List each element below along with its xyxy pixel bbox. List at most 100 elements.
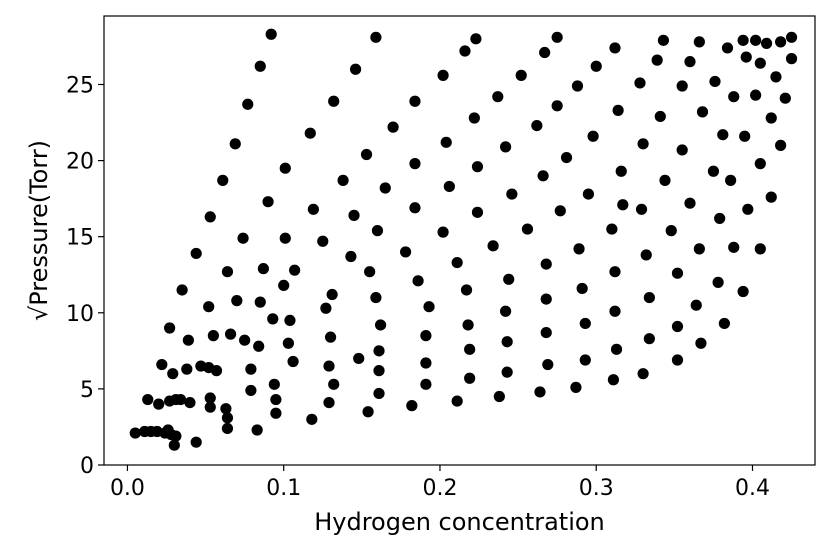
data-point: [257, 263, 269, 275]
data-point: [210, 365, 223, 377]
data-point: [684, 197, 696, 209]
data-point: [610, 343, 623, 355]
data-point: [693, 36, 705, 48]
data-point: [267, 313, 279, 325]
data-point: [612, 104, 624, 116]
x-axis-ticks: 0.0 0.1 0.2 0.3 0.4: [110, 465, 770, 501]
data-point: [409, 202, 421, 214]
data-point: [328, 378, 340, 390]
data-point: [437, 226, 449, 238]
data-point: [317, 235, 329, 247]
data-point: [270, 407, 282, 419]
data-point: [540, 258, 552, 270]
data-point: [270, 393, 282, 406]
data-point: [464, 372, 476, 384]
data-point: [129, 427, 141, 439]
data-point: [571, 80, 584, 92]
data-point: [696, 106, 709, 118]
data-point: [451, 395, 463, 407]
data-point: [754, 158, 766, 170]
data-point: [582, 188, 595, 200]
data-point: [760, 37, 773, 50]
data-point: [237, 232, 249, 244]
x-tick-label: 0.2: [422, 476, 457, 501]
data-point: [676, 144, 688, 156]
data-point: [531, 119, 543, 132]
data-point: [412, 275, 424, 287]
data-point: [737, 285, 749, 298]
data-point: [728, 91, 740, 103]
data-point: [740, 51, 752, 63]
data-point: [725, 174, 737, 186]
plot-frame: [103, 15, 816, 466]
data-point: [204, 211, 216, 223]
data-point: [540, 326, 552, 339]
data-point: [607, 374, 620, 386]
data-point: [460, 284, 473, 296]
data-point: [542, 358, 554, 371]
data-point: [207, 330, 219, 342]
data-point: [320, 302, 332, 314]
data-point: [374, 319, 387, 331]
data-point: [221, 412, 234, 424]
data-point: [406, 400, 418, 412]
data-point: [278, 279, 290, 291]
data-point: [279, 232, 291, 244]
data-point: [254, 296, 266, 308]
data-point: [471, 206, 484, 218]
data-point: [221, 422, 234, 435]
data-point: [471, 161, 484, 173]
data-point: [651, 54, 663, 66]
data-point: [443, 180, 455, 193]
data-point: [609, 305, 621, 317]
data-point: [221, 266, 234, 278]
data-point: [306, 413, 318, 425]
data-point: [671, 354, 684, 366]
data-point: [423, 301, 435, 313]
data-point: [345, 250, 357, 263]
data-point: [470, 33, 482, 45]
data-point: [785, 31, 798, 43]
data-point: [534, 386, 546, 398]
data-point: [770, 71, 782, 83]
data-point: [239, 334, 251, 346]
x-tick-label: 0.1: [266, 476, 301, 501]
data-point: [501, 366, 513, 378]
data-point: [242, 98, 254, 110]
data-point: [254, 60, 266, 72]
data-point: [245, 363, 257, 375]
data-point: [362, 406, 374, 418]
data-point: [379, 182, 391, 194]
data-point: [168, 439, 180, 451]
data-point: [750, 34, 762, 46]
data-point: [506, 188, 518, 200]
x-tick-label: 0.4: [735, 476, 770, 501]
data-point: [348, 209, 360, 221]
data-point: [750, 89, 762, 101]
data-point: [170, 430, 182, 442]
data-point: [540, 293, 552, 305]
data-point: [739, 130, 751, 142]
data-point: [307, 203, 319, 215]
data-point: [785, 53, 798, 65]
data-point: [728, 241, 740, 253]
data-point: [779, 92, 791, 104]
data-point: [587, 130, 599, 142]
data-point: [714, 212, 726, 225]
y-axis-ticks: 0 5 10 15 20 25: [66, 73, 104, 479]
data-point: [579, 354, 591, 366]
data-point: [515, 69, 527, 81]
data-point: [328, 95, 340, 107]
data-point: [659, 174, 671, 186]
data-point: [493, 390, 505, 403]
data-point: [640, 249, 652, 261]
data-point: [268, 378, 280, 390]
data-point: [718, 317, 730, 330]
data-point: [671, 320, 684, 333]
y-tick-label: 15: [66, 226, 94, 251]
data-point: [409, 158, 421, 170]
data-point: [754, 57, 766, 69]
data-point: [459, 45, 471, 57]
data-point: [364, 266, 376, 278]
